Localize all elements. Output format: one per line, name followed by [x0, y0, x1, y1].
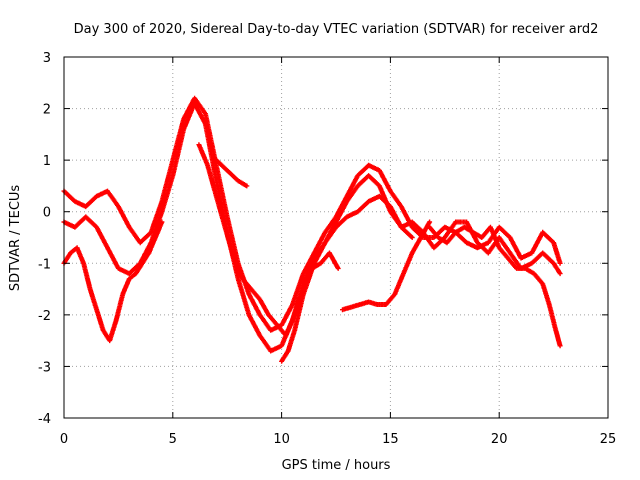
plot-frame — [63, 56, 609, 419]
y-tick-label: 2 — [43, 103, 51, 118]
chart-title: Day 300 of 2020, Sidereal Day-to-day VTE… — [74, 22, 599, 37]
series-track-5 — [213, 157, 250, 189]
data-point-markers — [61, 219, 165, 344]
data-point-markers — [279, 193, 415, 364]
series-track-1 — [61, 95, 563, 333]
series-track-8 — [427, 224, 563, 349]
data-point-markers — [340, 219, 433, 313]
series-track-3 — [61, 219, 165, 344]
series-track-2 — [61, 100, 563, 354]
x-tick-label: 20 — [491, 432, 508, 447]
data-layer — [61, 95, 563, 364]
x-tick-label: 15 — [382, 432, 399, 447]
data-point-markers — [213, 157, 250, 189]
y-tick-label: -1 — [38, 257, 51, 272]
data-point-markers — [427, 224, 563, 349]
data-point-markers — [61, 95, 563, 333]
y-tick-label: 1 — [43, 154, 51, 169]
data-point-markers — [61, 100, 563, 354]
y-axis-label: SDTVAR / TECUs — [8, 185, 23, 292]
x-tick-label: 5 — [169, 432, 177, 447]
x-axis-label: GPS time / hours — [282, 458, 391, 473]
x-tick-label: 25 — [600, 432, 617, 447]
y-tick-label: -2 — [38, 309, 51, 324]
y-tick-label: 3 — [43, 51, 51, 66]
y-tick-label: 0 — [43, 206, 51, 221]
y-tick-label: -3 — [38, 360, 51, 375]
x-tick-label: 0 — [60, 432, 68, 447]
y-tick-label: -4 — [38, 412, 51, 427]
tick-layer: 0 5 10 15 20 25 -4 -3 -2 -1 0 1 2 3 — [38, 51, 616, 447]
x-tick-label: 10 — [273, 432, 290, 447]
series-track-7 — [340, 219, 433, 313]
series-track-6 — [279, 193, 415, 364]
